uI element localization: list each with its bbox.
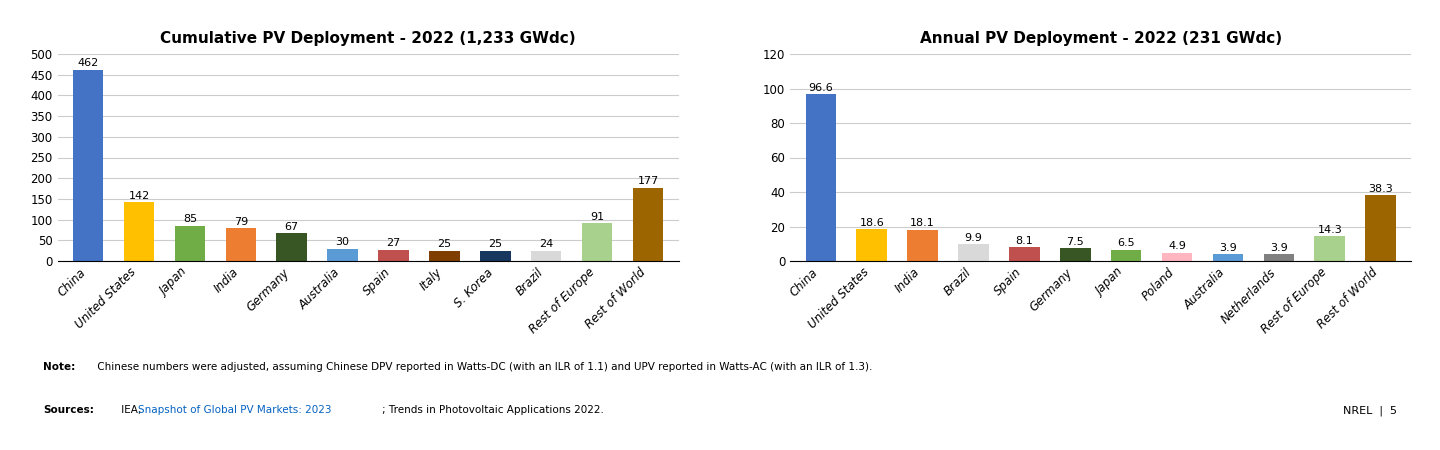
Bar bbox=[1009, 247, 1040, 261]
Bar bbox=[805, 94, 837, 261]
Bar bbox=[907, 230, 937, 261]
Bar bbox=[429, 251, 459, 261]
Bar bbox=[379, 250, 409, 261]
Text: 25: 25 bbox=[488, 239, 503, 249]
Text: 142: 142 bbox=[128, 190, 150, 201]
Text: 38.3: 38.3 bbox=[1368, 184, 1392, 194]
Bar bbox=[1110, 250, 1142, 261]
Text: 18.1: 18.1 bbox=[910, 218, 935, 229]
Text: 79: 79 bbox=[233, 216, 248, 227]
Text: 4.9: 4.9 bbox=[1168, 241, 1187, 251]
Text: 25: 25 bbox=[438, 239, 452, 249]
Text: 9.9: 9.9 bbox=[965, 233, 982, 243]
Text: 3.9: 3.9 bbox=[1270, 243, 1287, 253]
Text: 67: 67 bbox=[285, 221, 298, 232]
Text: 462: 462 bbox=[78, 58, 99, 68]
Bar bbox=[1162, 252, 1192, 261]
Bar bbox=[531, 251, 562, 261]
Text: Sources:: Sources: bbox=[43, 405, 94, 415]
Text: 177: 177 bbox=[638, 176, 658, 186]
Text: Note:: Note: bbox=[43, 362, 75, 372]
Text: NREL  |  5: NREL | 5 bbox=[1342, 405, 1397, 415]
Text: 18.6: 18.6 bbox=[860, 217, 884, 228]
Bar bbox=[958, 244, 989, 261]
Text: ; Trends in Photovoltaic Applications 2022.: ; Trends in Photovoltaic Applications 20… bbox=[382, 405, 603, 415]
Text: 24: 24 bbox=[539, 239, 553, 249]
Bar bbox=[582, 223, 612, 261]
Bar bbox=[1365, 195, 1395, 261]
Text: 14.3: 14.3 bbox=[1318, 225, 1342, 235]
Bar bbox=[124, 202, 154, 261]
Title: Annual PV Deployment - 2022 (231 GWdc): Annual PV Deployment - 2022 (231 GWdc) bbox=[920, 31, 1282, 46]
Bar bbox=[73, 70, 104, 261]
Title: Cumulative PV Deployment - 2022 (1,233 GWdc): Cumulative PV Deployment - 2022 (1,233 G… bbox=[160, 31, 576, 46]
Bar bbox=[480, 251, 511, 261]
Bar bbox=[857, 229, 887, 261]
Bar bbox=[327, 248, 359, 261]
Text: 91: 91 bbox=[590, 212, 605, 222]
Text: 30: 30 bbox=[336, 237, 350, 247]
Bar bbox=[174, 226, 204, 261]
Text: IEA,: IEA, bbox=[118, 405, 144, 415]
Bar bbox=[1264, 254, 1295, 261]
Text: 8.1: 8.1 bbox=[1015, 236, 1034, 246]
Text: 85: 85 bbox=[183, 214, 197, 224]
Bar bbox=[276, 233, 307, 261]
Text: 6.5: 6.5 bbox=[1117, 238, 1135, 248]
Text: 96.6: 96.6 bbox=[808, 83, 834, 93]
Text: 7.5: 7.5 bbox=[1067, 237, 1084, 247]
Bar bbox=[1060, 248, 1090, 261]
Text: Snapshot of Global PV Markets: 2023: Snapshot of Global PV Markets: 2023 bbox=[138, 405, 331, 415]
Text: Chinese numbers were adjusted, assuming Chinese DPV reported in Watts-DC (with a: Chinese numbers were adjusted, assuming … bbox=[94, 362, 873, 372]
Bar bbox=[1212, 254, 1243, 261]
Bar bbox=[1315, 236, 1345, 261]
Bar bbox=[632, 188, 664, 261]
Bar bbox=[226, 228, 256, 261]
Text: 3.9: 3.9 bbox=[1220, 243, 1237, 253]
Text: 27: 27 bbox=[386, 238, 400, 248]
